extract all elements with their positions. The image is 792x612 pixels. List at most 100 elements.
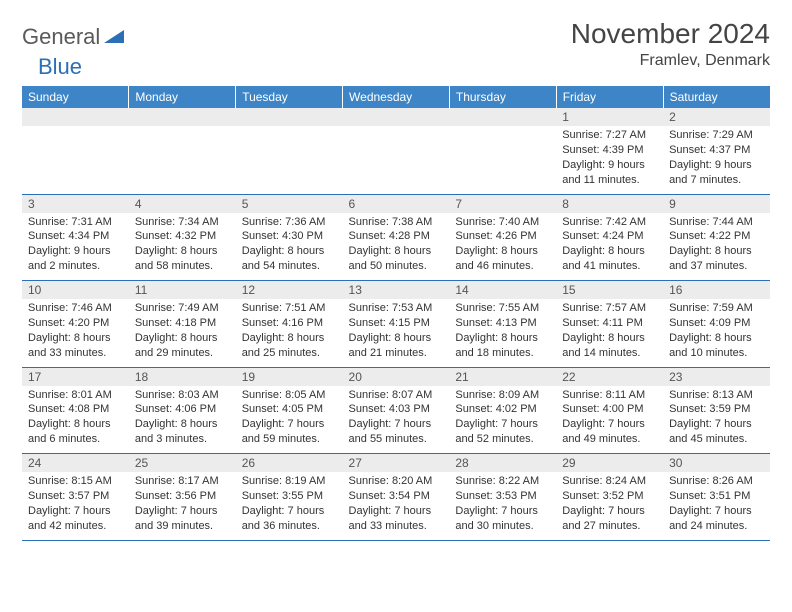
- day-number-cell: [343, 108, 450, 126]
- logo-text-general: General: [22, 24, 100, 50]
- day-data-row: Sunrise: 7:31 AMSunset: 4:34 PMDaylight:…: [22, 213, 770, 281]
- sunset-text: Sunset: 3:54 PM: [349, 489, 444, 504]
- sunset-text: Sunset: 4:26 PM: [455, 229, 550, 244]
- day-number-cell: 25: [129, 454, 236, 473]
- sunrise-text: Sunrise: 8:09 AM: [455, 388, 550, 403]
- sunset-text: Sunset: 3:51 PM: [669, 489, 764, 504]
- sunset-text: Sunset: 3:57 PM: [28, 489, 123, 504]
- daylight-text: Daylight: 8 hours and 25 minutes.: [242, 331, 337, 361]
- day-number-cell: 7: [449, 194, 556, 213]
- sunset-text: Sunset: 3:55 PM: [242, 489, 337, 504]
- day-data-cell: [236, 126, 343, 194]
- sunset-text: Sunset: 4:39 PM: [562, 143, 657, 158]
- day-header: Wednesday: [343, 86, 450, 108]
- daynum-row: 17181920212223: [22, 367, 770, 386]
- day-header: Tuesday: [236, 86, 343, 108]
- day-number-cell: 30: [663, 454, 770, 473]
- day-data-cell: Sunrise: 8:15 AMSunset: 3:57 PMDaylight:…: [22, 472, 129, 540]
- daylight-text: Daylight: 9 hours and 2 minutes.: [28, 244, 123, 274]
- sunset-text: Sunset: 4:15 PM: [349, 316, 444, 331]
- day-data-cell: Sunrise: 7:44 AMSunset: 4:22 PMDaylight:…: [663, 213, 770, 281]
- sunrise-text: Sunrise: 7:55 AM: [455, 301, 550, 316]
- day-number-cell: 21: [449, 367, 556, 386]
- daylight-text: Daylight: 7 hours and 30 minutes.: [455, 504, 550, 534]
- sunset-text: Sunset: 4:06 PM: [135, 402, 230, 417]
- day-data-cell: Sunrise: 7:53 AMSunset: 4:15 PMDaylight:…: [343, 299, 450, 367]
- day-number-cell: 14: [449, 281, 556, 300]
- daylight-text: Daylight: 8 hours and 14 minutes.: [562, 331, 657, 361]
- sunset-text: Sunset: 4:00 PM: [562, 402, 657, 417]
- day-data-cell: Sunrise: 7:57 AMSunset: 4:11 PMDaylight:…: [556, 299, 663, 367]
- sunrise-text: Sunrise: 8:20 AM: [349, 474, 444, 489]
- daylight-text: Daylight: 7 hours and 24 minutes.: [669, 504, 764, 534]
- sunset-text: Sunset: 4:13 PM: [455, 316, 550, 331]
- sunrise-text: Sunrise: 8:24 AM: [562, 474, 657, 489]
- sunrise-text: Sunrise: 7:53 AM: [349, 301, 444, 316]
- day-data-row: Sunrise: 8:15 AMSunset: 3:57 PMDaylight:…: [22, 472, 770, 540]
- day-data-cell: Sunrise: 7:59 AMSunset: 4:09 PMDaylight:…: [663, 299, 770, 367]
- day-header: Friday: [556, 86, 663, 108]
- daylight-text: Daylight: 7 hours and 33 minutes.: [349, 504, 444, 534]
- sunset-text: Sunset: 4:37 PM: [669, 143, 764, 158]
- sunrise-text: Sunrise: 8:11 AM: [562, 388, 657, 403]
- day-number-cell: 28: [449, 454, 556, 473]
- daylight-text: Daylight: 7 hours and 42 minutes.: [28, 504, 123, 534]
- day-data-cell: Sunrise: 7:55 AMSunset: 4:13 PMDaylight:…: [449, 299, 556, 367]
- day-data-cell: Sunrise: 8:09 AMSunset: 4:02 PMDaylight:…: [449, 386, 556, 454]
- sunrise-text: Sunrise: 8:15 AM: [28, 474, 123, 489]
- day-data-cell: Sunrise: 8:11 AMSunset: 4:00 PMDaylight:…: [556, 386, 663, 454]
- daylight-text: Daylight: 8 hours and 6 minutes.: [28, 417, 123, 447]
- day-data-cell: Sunrise: 7:46 AMSunset: 4:20 PMDaylight:…: [22, 299, 129, 367]
- day-number-cell: 8: [556, 194, 663, 213]
- logo-text-blue: Blue: [22, 54, 82, 79]
- day-number-cell: [449, 108, 556, 126]
- daylight-text: Daylight: 8 hours and 54 minutes.: [242, 244, 337, 274]
- sunset-text: Sunset: 4:16 PM: [242, 316, 337, 331]
- day-header: Sunday: [22, 86, 129, 108]
- sunrise-text: Sunrise: 7:49 AM: [135, 301, 230, 316]
- day-number-cell: [22, 108, 129, 126]
- day-number-cell: [236, 108, 343, 126]
- daylight-text: Daylight: 9 hours and 11 minutes.: [562, 158, 657, 188]
- daylight-text: Daylight: 9 hours and 7 minutes.: [669, 158, 764, 188]
- day-data-cell: Sunrise: 7:29 AMSunset: 4:37 PMDaylight:…: [663, 126, 770, 194]
- day-data-cell: [129, 126, 236, 194]
- day-number-cell: 11: [129, 281, 236, 300]
- daylight-text: Daylight: 7 hours and 27 minutes.: [562, 504, 657, 534]
- day-number-cell: 18: [129, 367, 236, 386]
- day-header: Monday: [129, 86, 236, 108]
- daylight-text: Daylight: 7 hours and 59 minutes.: [242, 417, 337, 447]
- sunrise-text: Sunrise: 8:19 AM: [242, 474, 337, 489]
- daylight-text: Daylight: 7 hours and 49 minutes.: [562, 417, 657, 447]
- sunrise-text: Sunrise: 7:27 AM: [562, 128, 657, 143]
- sunrise-text: Sunrise: 7:51 AM: [242, 301, 337, 316]
- sunrise-text: Sunrise: 7:40 AM: [455, 215, 550, 230]
- daylight-text: Daylight: 7 hours and 39 minutes.: [135, 504, 230, 534]
- day-data-cell: [449, 126, 556, 194]
- day-number-cell: 19: [236, 367, 343, 386]
- sunrise-text: Sunrise: 8:22 AM: [455, 474, 550, 489]
- day-data-cell: Sunrise: 8:19 AMSunset: 3:55 PMDaylight:…: [236, 472, 343, 540]
- day-number-cell: 24: [22, 454, 129, 473]
- day-number-cell: 1: [556, 108, 663, 126]
- daylight-text: Daylight: 7 hours and 52 minutes.: [455, 417, 550, 447]
- sunset-text: Sunset: 4:24 PM: [562, 229, 657, 244]
- day-number-cell: 27: [343, 454, 450, 473]
- day-number-cell: 26: [236, 454, 343, 473]
- day-data-cell: Sunrise: 8:07 AMSunset: 4:03 PMDaylight:…: [343, 386, 450, 454]
- day-number-cell: 9: [663, 194, 770, 213]
- sunrise-text: Sunrise: 7:59 AM: [669, 301, 764, 316]
- day-number-cell: 22: [556, 367, 663, 386]
- daynum-row: 24252627282930: [22, 454, 770, 473]
- daylight-text: Daylight: 7 hours and 55 minutes.: [349, 417, 444, 447]
- daynum-row: 10111213141516: [22, 281, 770, 300]
- sunset-text: Sunset: 4:18 PM: [135, 316, 230, 331]
- sunset-text: Sunset: 4:08 PM: [28, 402, 123, 417]
- sunrise-text: Sunrise: 7:46 AM: [28, 301, 123, 316]
- sunset-text: Sunset: 4:28 PM: [349, 229, 444, 244]
- day-number-cell: [129, 108, 236, 126]
- day-data-row: Sunrise: 7:27 AMSunset: 4:39 PMDaylight:…: [22, 126, 770, 194]
- sunrise-text: Sunrise: 7:34 AM: [135, 215, 230, 230]
- sunset-text: Sunset: 4:20 PM: [28, 316, 123, 331]
- logo: General: [22, 18, 126, 50]
